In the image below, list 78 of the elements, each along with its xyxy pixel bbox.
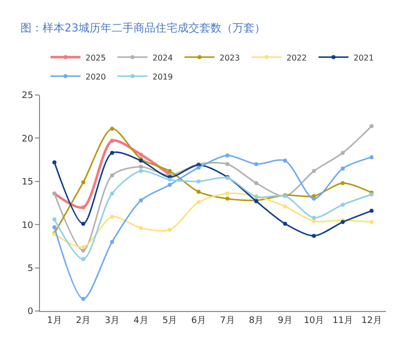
x-tick-label: 10月 [304,316,324,326]
x-tick-label: 5月 [162,316,178,326]
point [138,169,143,174]
x-tick-label: 2月 [76,316,91,326]
point [196,179,201,184]
point [312,196,316,201]
legend-label: 2025 [86,53,106,62]
point [81,205,86,210]
y-tick-label: 5 [27,264,34,274]
point [138,198,143,202]
point [254,162,258,166]
point [81,257,86,262]
y-tick-label: 10 [22,220,34,231]
point [254,181,258,186]
point [225,192,230,196]
point [340,150,345,155]
x-tick-label: 12月 [361,316,382,326]
x-tick-label: 8月 [248,316,264,326]
point [340,181,345,186]
point [340,166,345,170]
point [370,220,374,224]
point [312,219,316,224]
point [138,152,143,157]
point [168,182,172,187]
point [196,200,201,204]
point [283,204,288,208]
point [283,222,288,226]
point [52,217,56,222]
point [52,225,56,230]
point [370,208,374,213]
point [138,164,143,169]
point [225,196,230,201]
point [196,166,201,170]
point [312,169,316,174]
point [168,228,172,232]
point [225,162,230,166]
point [370,124,374,128]
point [81,180,86,184]
y-tick-label: 0 [27,307,34,318]
point [81,245,86,250]
legend-label: 2019 [152,72,173,82]
legend-label: 2021 [354,53,374,62]
x-tick-label: 4月 [134,316,148,326]
point [340,202,345,207]
point [196,190,201,194]
legend-label: 2024 [152,53,173,62]
point [225,153,230,158]
x-tick-label: 9月 [278,316,292,326]
point [110,150,114,155]
x-tick-label: 11月 [332,316,353,326]
point [110,126,114,131]
x-tick-label: 7月 [220,316,235,326]
point [110,192,114,196]
point [52,160,56,164]
x-tick-label: 6月 [191,316,206,326]
point [110,240,114,244]
point [168,178,172,182]
point [110,138,114,143]
x-tick-label: 3月 [104,316,120,326]
point [283,158,288,163]
y-tick-label: 20 [22,134,34,144]
y-tick-label: 25 [22,91,34,102]
point [110,214,114,219]
point [312,216,316,220]
legend-label: 2022 [286,53,307,62]
legend-label: 2023 [220,53,240,62]
legend-label: 2020 [86,72,106,82]
y-tick-label: 15 [22,178,34,188]
point [81,296,86,301]
point [370,155,374,160]
point [312,234,316,238]
point [168,169,172,174]
chart-title: 图：样本23城历年二手商品住宅成交套数（万套） [20,22,266,35]
point [81,222,86,226]
x-tick-label: 1月 [47,316,62,326]
point [81,248,86,253]
point [138,226,143,230]
point [110,173,114,178]
